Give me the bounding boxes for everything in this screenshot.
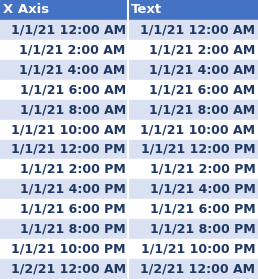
Bar — [0, 159, 128, 179]
Text: 1/1/21 10:00 PM: 1/1/21 10:00 PM — [11, 243, 126, 256]
Text: X Axis: X Axis — [3, 3, 49, 16]
Text: 1/1/21 2:00 AM: 1/1/21 2:00 AM — [19, 43, 126, 56]
Text: 1/1/21 4:00 AM: 1/1/21 4:00 AM — [19, 63, 126, 76]
Bar — [128, 80, 258, 100]
Bar — [0, 179, 128, 199]
Text: 1/1/21 10:00 AM: 1/1/21 10:00 AM — [140, 123, 255, 136]
Bar — [128, 60, 258, 80]
Text: 1/1/21 4:00 PM: 1/1/21 4:00 PM — [150, 183, 255, 196]
Bar — [0, 40, 128, 60]
Bar — [128, 199, 258, 219]
Text: 1/1/21 2:00 AM: 1/1/21 2:00 AM — [149, 43, 255, 56]
Text: 1/1/21 12:00 AM: 1/1/21 12:00 AM — [11, 23, 126, 36]
Text: 1/1/21 4:00 PM: 1/1/21 4:00 PM — [20, 183, 126, 196]
Text: 1/1/21 6:00 AM: 1/1/21 6:00 AM — [149, 83, 255, 96]
Text: Text: Text — [131, 3, 162, 16]
Bar — [128, 219, 258, 239]
Bar — [128, 140, 258, 159]
Text: 1/1/21 12:00 AM: 1/1/21 12:00 AM — [140, 23, 255, 36]
Bar — [0, 120, 128, 140]
Bar — [0, 0, 128, 20]
Text: 1/1/21 8:00 PM: 1/1/21 8:00 PM — [150, 223, 255, 236]
Text: 1/1/21 12:00 PM: 1/1/21 12:00 PM — [11, 143, 126, 156]
Bar — [0, 20, 128, 40]
Bar — [128, 100, 258, 120]
Bar — [128, 259, 258, 279]
Text: 1/1/21 8:00 PM: 1/1/21 8:00 PM — [20, 223, 126, 236]
Text: 1/1/21 8:00 AM: 1/1/21 8:00 AM — [149, 103, 255, 116]
Text: 1/1/21 10:00 PM: 1/1/21 10:00 PM — [141, 243, 255, 256]
Text: 1/1/21 6:00 PM: 1/1/21 6:00 PM — [20, 203, 126, 216]
Bar — [128, 120, 258, 140]
Bar — [0, 80, 128, 100]
Bar — [0, 259, 128, 279]
Text: 1/1/21 8:00 AM: 1/1/21 8:00 AM — [20, 103, 126, 116]
Bar — [128, 20, 258, 40]
Bar — [0, 140, 128, 159]
Bar — [0, 199, 128, 219]
Text: 1/2/21 12:00 AM: 1/2/21 12:00 AM — [140, 263, 255, 276]
Text: 1/2/21 12:00 AM: 1/2/21 12:00 AM — [11, 263, 126, 276]
Bar — [128, 159, 258, 179]
Text: 1/1/21 6:00 PM: 1/1/21 6:00 PM — [150, 203, 255, 216]
Text: 1/1/21 2:00 PM: 1/1/21 2:00 PM — [20, 163, 126, 176]
Text: 1/1/21 10:00 AM: 1/1/21 10:00 AM — [11, 123, 126, 136]
Bar — [128, 0, 258, 20]
Bar — [0, 219, 128, 239]
Text: 1/1/21 4:00 AM: 1/1/21 4:00 AM — [149, 63, 255, 76]
Text: 1/1/21 6:00 AM: 1/1/21 6:00 AM — [20, 83, 126, 96]
Text: 1/1/21 2:00 PM: 1/1/21 2:00 PM — [150, 163, 255, 176]
Bar — [0, 100, 128, 120]
Bar — [128, 179, 258, 199]
Text: 1/1/21 12:00 PM: 1/1/21 12:00 PM — [141, 143, 255, 156]
Bar — [0, 60, 128, 80]
Bar — [128, 239, 258, 259]
Bar — [128, 40, 258, 60]
Bar — [0, 239, 128, 259]
